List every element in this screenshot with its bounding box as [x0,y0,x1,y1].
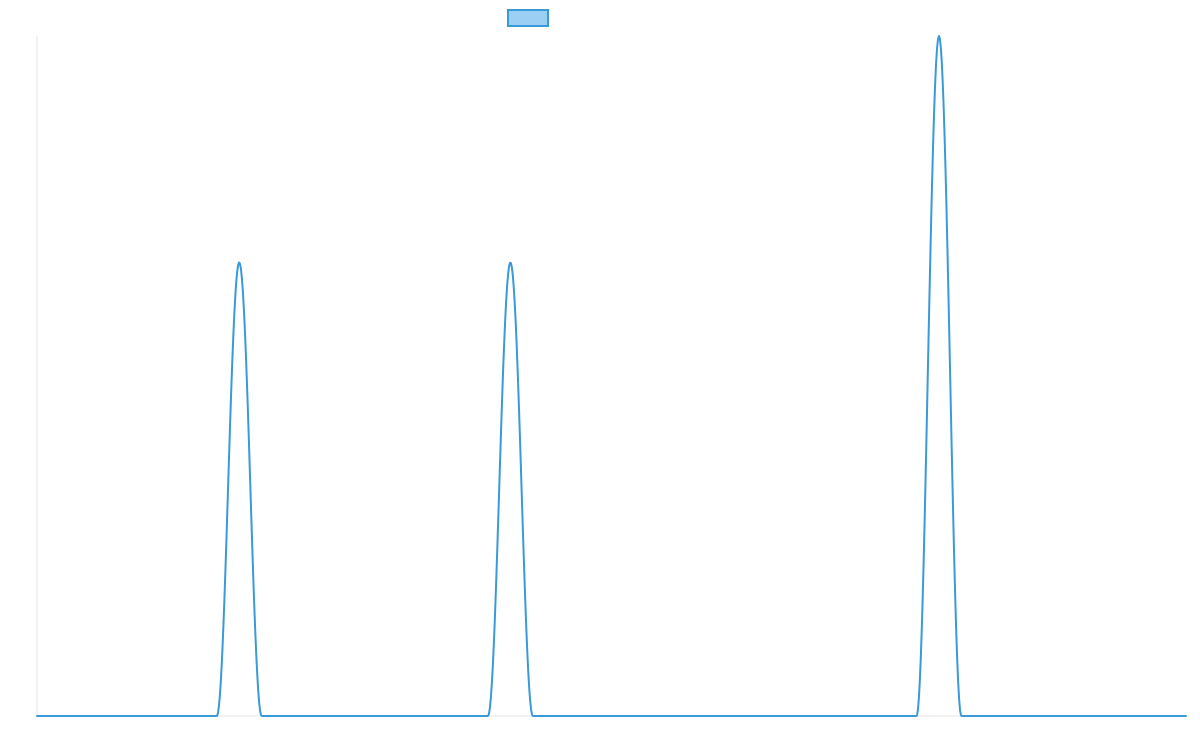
series-layer [36,32,1187,717]
series-line-0[interactable] [36,35,1187,717]
axes [36,36,1186,717]
peak-point-0[interactable] [235,258,243,266]
peak-point-2[interactable] [935,32,943,40]
legend-swatch-0[interactable] [507,9,549,27]
peak-point-1[interactable] [506,258,514,266]
legend[interactable] [507,9,549,27]
